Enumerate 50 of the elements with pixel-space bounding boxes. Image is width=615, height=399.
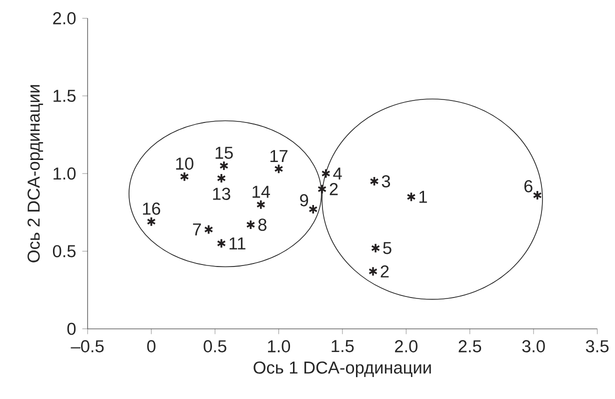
point — [246, 220, 256, 230]
x-tick-label: 0.5 — [204, 340, 226, 352]
x-tick-label: 2.5 — [458, 340, 482, 352]
point — [216, 238, 226, 248]
y-tick-label: 1.0 — [54, 167, 76, 180]
annotation: 6 — [524, 180, 532, 192]
point — [219, 160, 228, 171]
point — [406, 192, 416, 202]
x-tick-label: 1.0 — [268, 340, 290, 352]
annotation: 2 — [380, 265, 389, 278]
point — [216, 173, 226, 184]
point — [321, 168, 330, 179]
x-tick-label: 2.0 — [395, 340, 418, 352]
y-tick-label: 2.0 — [53, 12, 76, 24]
point — [274, 164, 284, 174]
annotation: 16 — [143, 202, 160, 215]
x-tick-label: 3.5 — [586, 340, 609, 352]
point — [204, 224, 214, 234]
annotation: 8 — [258, 218, 266, 231]
x-axis-title: Ось 1 DCA-ординации — [254, 361, 431, 378]
annotation: 7 — [193, 223, 201, 236]
x-tick-label: 3.0 — [522, 340, 545, 352]
x-tick-label: 0 — [147, 340, 156, 352]
y-tick-label: 0 — [67, 322, 76, 335]
y-tick-label: 1.5 — [54, 90, 76, 102]
annotation: 14 — [252, 186, 270, 198]
annotation: 11 — [230, 237, 246, 250]
point — [180, 171, 189, 182]
x-tick-label: –0.5 — [70, 340, 104, 352]
annotation: 15 — [216, 146, 233, 159]
point — [256, 199, 266, 210]
y-axis-title: Ось 2 DCA-ординации — [28, 85, 44, 262]
point — [370, 176, 379, 186]
y-tick-label: 0.5 — [52, 244, 76, 258]
point — [371, 242, 380, 254]
point — [308, 204, 318, 214]
annotation: 9 — [300, 194, 308, 206]
annotation: 17 — [270, 150, 288, 162]
annotation: 3 — [382, 175, 390, 188]
point — [532, 190, 542, 200]
annotation: 13 — [213, 188, 230, 200]
point — [368, 266, 378, 276]
annotation: 5 — [383, 242, 392, 254]
annotation: 1 — [419, 190, 427, 203]
point — [146, 216, 156, 227]
annotation: 4 — [333, 168, 342, 180]
x-tick-label: 1.5 — [332, 340, 354, 352]
point — [318, 184, 327, 194]
annotation: 2 — [330, 182, 338, 196]
annotation: 10 — [176, 157, 194, 170]
